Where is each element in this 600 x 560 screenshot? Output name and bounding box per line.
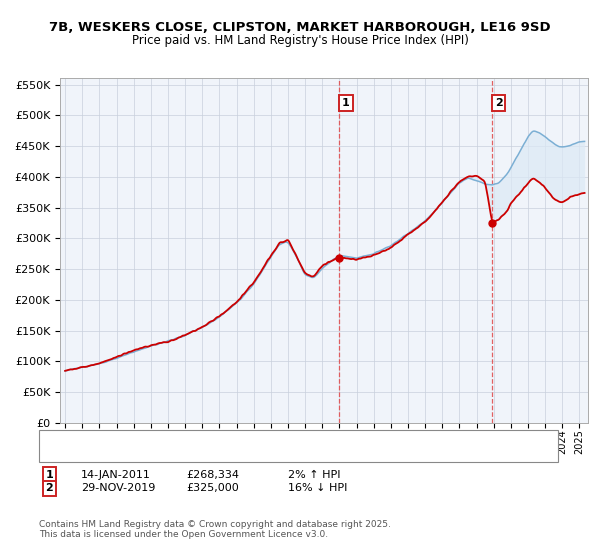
Text: 2: 2 [495,98,503,108]
Text: 2: 2 [46,483,53,493]
Text: 1: 1 [342,98,350,108]
Text: 7B, WESKERS CLOSE, CLIPSTON, MARKET HARBOROUGH, LE16 9SD (detached house): 7B, WESKERS CLOSE, CLIPSTON, MARKET HARB… [69,444,496,454]
Text: 1: 1 [46,470,53,480]
Text: HPI: Average price, detached house, West Northamptonshire: HPI: Average price, detached house, West… [69,452,371,463]
Text: 7B, WESKERS CLOSE, CLIPSTON, MARKET HARBOROUGH, LE16 9SD: 7B, WESKERS CLOSE, CLIPSTON, MARKET HARB… [49,21,551,34]
Text: 2% ↑ HPI: 2% ↑ HPI [288,470,341,480]
Text: 16% ↓ HPI: 16% ↓ HPI [288,483,347,493]
Text: ——: —— [49,442,74,456]
Text: £268,334: £268,334 [186,470,239,480]
Text: 14-JAN-2011: 14-JAN-2011 [81,470,151,480]
Text: 29-NOV-2019: 29-NOV-2019 [81,483,155,493]
Text: Contains HM Land Registry data © Crown copyright and database right 2025.
This d: Contains HM Land Registry data © Crown c… [39,520,391,539]
Text: ——: —— [49,451,74,464]
Text: Price paid vs. HM Land Registry's House Price Index (HPI): Price paid vs. HM Land Registry's House … [131,34,469,46]
Text: £325,000: £325,000 [186,483,239,493]
